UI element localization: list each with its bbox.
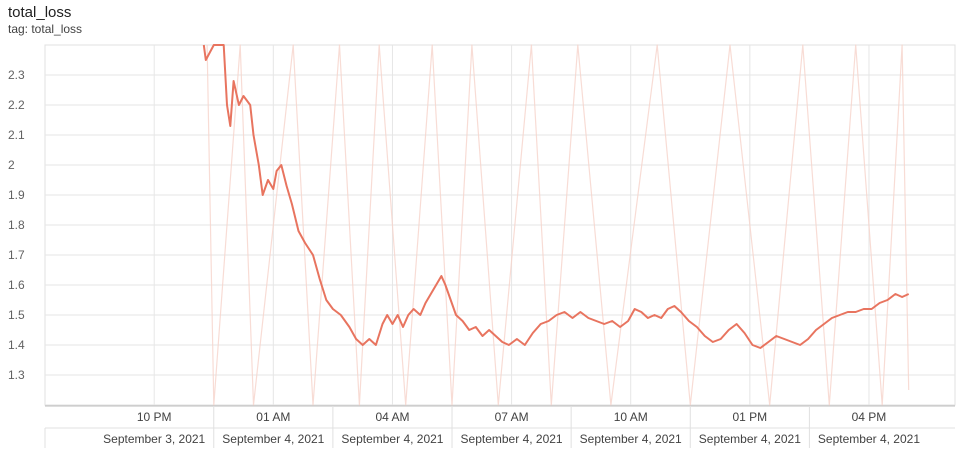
smoothed-series	[202, 44, 910, 349]
y-tick-label: 2.1	[8, 128, 25, 142]
y-tick-label: 1.3	[8, 368, 25, 382]
x-time-tick-label: 10 PM	[137, 410, 172, 424]
x-time-tick-label: 04 PM	[852, 410, 887, 424]
x-date-label: September 4, 2021	[222, 432, 324, 446]
smoothed-loss-line	[202, 44, 910, 349]
y-tick-label: 2	[8, 158, 15, 172]
y-tick-label: 1.7	[8, 248, 25, 262]
x-date-label: September 3, 2021	[103, 432, 205, 446]
raw-series	[206, 44, 910, 406]
y-tick-label: 1.6	[8, 278, 25, 292]
y-tick-label: 2.3	[8, 68, 25, 82]
x-date-label: September 4, 2021	[580, 432, 682, 446]
chart-title: total_loss	[8, 4, 72, 21]
y-axis: 1.3 1.4 1.5 1.6 1.7 1.8 1.9 2 2.1 2.2 2.3	[8, 68, 25, 382]
y-tick-label: 1.9	[8, 188, 25, 202]
x-date-label: September 4, 2021	[341, 432, 443, 446]
x-date-label: September 4, 2021	[818, 432, 920, 446]
y-tick-label: 1.4	[8, 338, 25, 352]
x-time-tick-label: 04 AM	[375, 410, 409, 424]
y-tick-label: 2.2	[8, 98, 25, 112]
raw-loss-line	[206, 44, 910, 406]
y-tick-label: 1.5	[8, 308, 25, 322]
y-tick-label: 1.8	[8, 218, 25, 232]
x-time-tick-label: 01 PM	[732, 410, 767, 424]
chart-tag: tag: total_loss	[8, 22, 83, 36]
grid	[44, 44, 956, 406]
x-time-tick-label: 07 AM	[495, 410, 529, 424]
x-axis: 10 PM 01 AM 04 AM 07 AM 10 AM 01 PM 04 PM Septe…	[44, 405, 955, 448]
x-time-tick-label: 01 AM	[256, 410, 290, 424]
x-date-label: September 4, 2021	[461, 432, 563, 446]
x-time-tick-label: 10 AM	[614, 410, 648, 424]
x-date-label: September 4, 2021	[699, 432, 801, 446]
